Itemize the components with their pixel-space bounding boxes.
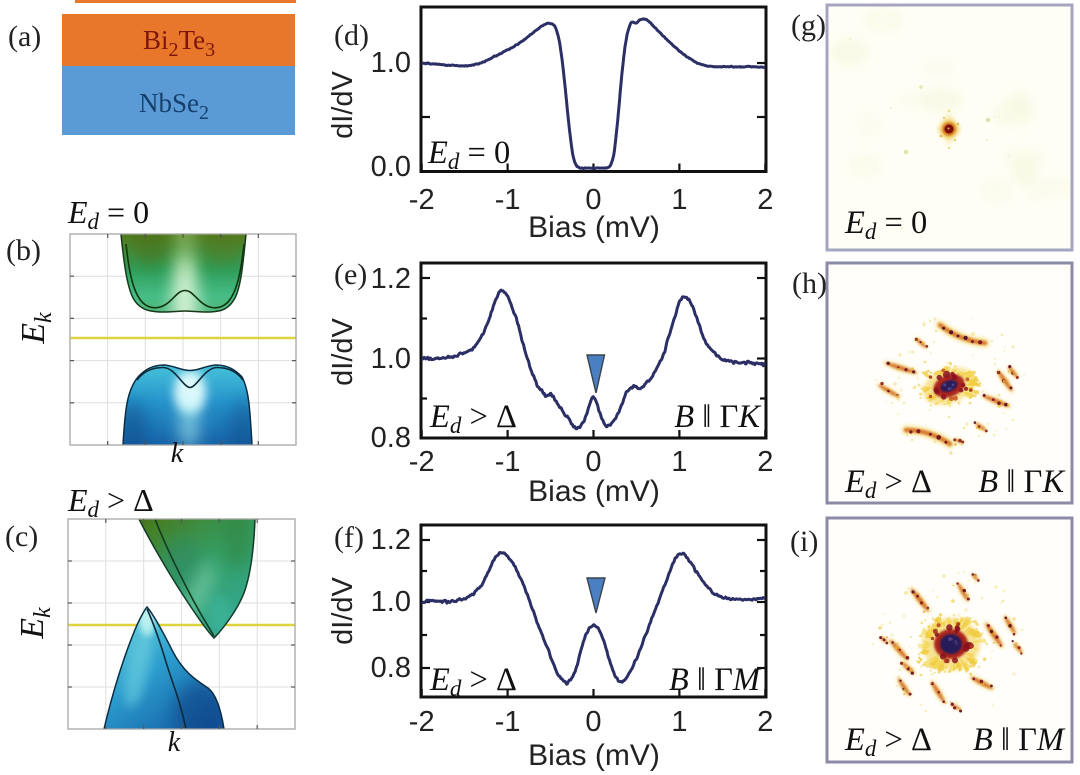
svg-text:0.8: 0.8 [371,422,411,454]
svg-text:B ‖ ΓM: B ‖ ΓM [669,662,762,698]
svg-text:(f): (f) [334,521,364,554]
svg-text:(a): (a) [8,20,41,53]
svg-text:-2: -2 [409,446,435,478]
svg-text:Ek: Ek [15,312,57,345]
svg-text:-1: -1 [495,184,521,216]
svg-text:dI/dV: dI/dV [327,70,359,138]
svg-text:-2: -2 [409,706,435,738]
svg-text:Bias (mV): Bias (mV) [528,739,660,772]
svg-text:1: 1 [671,706,687,738]
svg-text:-1: -1 [495,446,521,478]
svg-text:Ed > Δ: Ed > Δ [844,722,932,761]
svg-text:(i): (i) [790,525,818,558]
svg-text:0: 0 [585,446,601,478]
svg-text:1.2: 1.2 [371,524,411,556]
svg-text:1: 1 [671,446,687,478]
svg-text:(b): (b) [6,234,41,267]
svg-text:0.0: 0.0 [371,151,411,183]
svg-text:B ‖ ΓK: B ‖ ΓK [674,399,762,435]
svg-text:B ‖ ΓM: B ‖ ΓM [973,722,1066,758]
svg-text:dI/dV: dI/dV [327,576,359,644]
svg-text:(c): (c) [5,520,38,553]
svg-text:Ed > Δ: Ed > Δ [429,399,517,438]
svg-text:1.0: 1.0 [371,586,411,618]
svg-text:k: k [171,438,184,469]
svg-text:(d): (d) [334,19,369,52]
svg-text:1.0: 1.0 [371,47,411,79]
svg-text:Ed = 0: Ed = 0 [844,205,927,244]
svg-text:Bias (mV): Bias (mV) [528,475,660,508]
svg-text:Ed = 0: Ed = 0 [427,135,510,174]
svg-text:-1: -1 [495,706,521,738]
svg-text:2: 2 [757,446,773,478]
svg-text:-2: -2 [409,184,435,216]
svg-text:Ed > Δ: Ed > Δ [844,464,932,503]
svg-text:(e): (e) [334,258,367,291]
svg-text:Ed > Δ: Ed > Δ [429,662,517,701]
svg-text:1.0: 1.0 [371,343,411,375]
svg-text:0.8: 0.8 [371,652,411,684]
svg-text:(g): (g) [791,9,826,42]
svg-text:0: 0 [585,184,601,216]
svg-text:0: 0 [585,706,601,738]
svg-text:1.2: 1.2 [371,263,411,295]
svg-text:Ed > Δ: Ed > Δ [67,482,154,522]
svg-text:Bias (mV): Bias (mV) [528,211,660,244]
svg-text:B ‖ ΓK: B ‖ ΓK [978,464,1066,500]
svg-text:1: 1 [671,184,687,216]
svg-text:(h): (h) [792,267,827,300]
svg-text:2: 2 [757,184,773,216]
svg-text:2: 2 [757,706,773,738]
svg-text:Ed = 0: Ed = 0 [67,194,149,234]
svg-text:k: k [168,727,181,758]
svg-text:dI/dV: dI/dV [327,317,359,385]
